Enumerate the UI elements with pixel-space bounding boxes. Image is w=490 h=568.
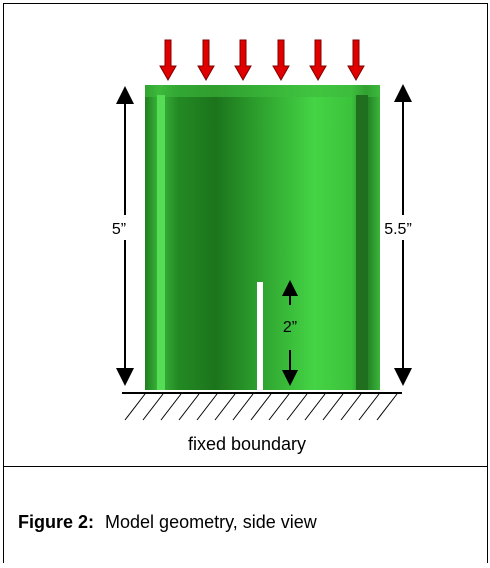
dimension-label: 5.5” xyxy=(384,221,412,238)
hatching xyxy=(125,394,397,420)
dimension-label: 5” xyxy=(112,221,126,238)
load-arrows xyxy=(160,40,364,80)
slot xyxy=(257,282,263,390)
dimension-label: 2” xyxy=(283,319,297,336)
caption: Figure 2: Model geometry, side view xyxy=(18,512,318,532)
cylinder-top xyxy=(145,85,380,97)
caption-number: Figure 2: xyxy=(18,512,94,532)
caption-text: Model geometry, side view xyxy=(105,512,318,532)
strip xyxy=(157,95,165,390)
boundary-label: fixed boundary xyxy=(188,434,306,454)
figure: 5” 5.5” 2” fixed boundary Figure 2: Mode… xyxy=(0,0,490,563)
strip xyxy=(356,95,368,390)
